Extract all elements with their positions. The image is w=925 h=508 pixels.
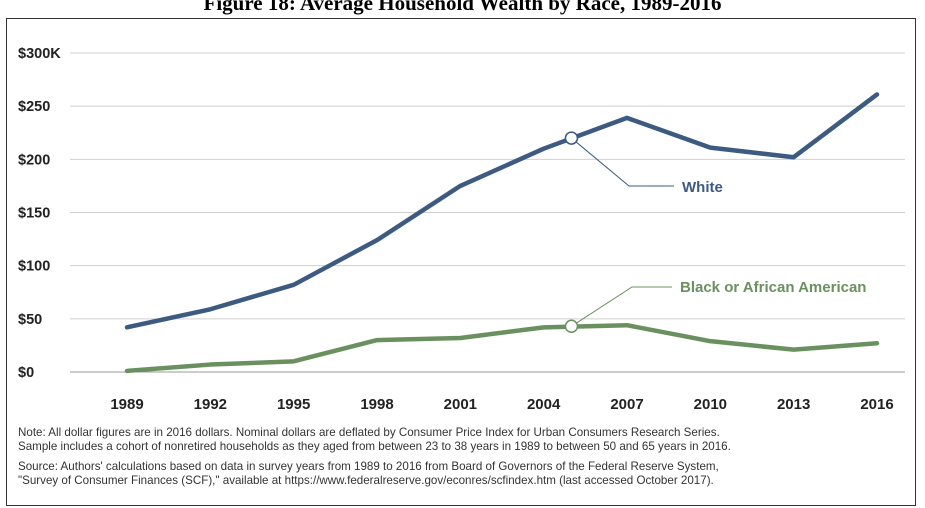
x-tick-label: 1992 — [194, 396, 227, 413]
chart-notes: Note: All dollar figures are in 2016 dol… — [18, 426, 913, 494]
annotation-leader-line — [571, 286, 672, 327]
annotation-marker — [564, 319, 579, 334]
y-tick-label: $100 — [18, 259, 50, 275]
annotation-marker — [564, 131, 579, 145]
x-tick-labels: 1989 1992 1995 1998 2001 2004 2007 2010 2013 2016 — [110, 396, 893, 413]
grid-lines — [70, 52, 905, 373]
y-tick-label: $200 — [18, 152, 50, 168]
source-text: Source: Authors' calculations based on d… — [18, 460, 913, 488]
chart-title: Figure 18: Average Household Wealth by R… — [203, 0, 722, 15]
x-tick-label: 1989 — [110, 396, 143, 413]
x-tick-label: 1995 — [277, 396, 310, 413]
y-tick-labels: $0 $50 $100 $150 $200 $250 $300K — [18, 46, 61, 381]
chart-frame — [6, 18, 916, 506]
x-tick-label: 2004 — [527, 396, 561, 413]
note-line-1: Note: All dollar figures are in 2016 dol… — [18, 426, 720, 439]
x-tick-label: 2010 — [694, 396, 727, 413]
x-tick-label: 2016 — [860, 396, 893, 413]
note-line-2: Sample includes a cohort of nonretired h… — [18, 440, 731, 453]
annotation-leader-line — [571, 137, 674, 187]
x-tick-label: 1998 — [360, 396, 393, 413]
y-tick-label: $300K — [18, 46, 61, 62]
x-tick-label: 2013 — [777, 396, 810, 413]
y-tick-label: $0 — [18, 365, 34, 381]
source-line-1: Source: Authors' calculations based on d… — [18, 460, 719, 473]
series-lines — [124, 92, 880, 374]
y-tick-label: $50 — [18, 312, 42, 328]
source-line-2: "Survey of Consumer Finances (SCF)," ava… — [18, 474, 714, 487]
series-label: White — [682, 179, 723, 196]
series-annotations: White Black or African American — [564, 131, 866, 334]
series-line-black — [124, 322, 880, 374]
x-tick-label: 2001 — [444, 396, 477, 413]
series-line-white — [124, 92, 880, 330]
y-tick-label: $150 — [18, 206, 50, 222]
note-text: Note: All dollar figures are in 2016 dol… — [18, 426, 913, 454]
series-label: Black or African American — [680, 279, 866, 296]
y-tick-label: $250 — [18, 99, 50, 115]
x-tick-label: 2007 — [610, 396, 643, 413]
